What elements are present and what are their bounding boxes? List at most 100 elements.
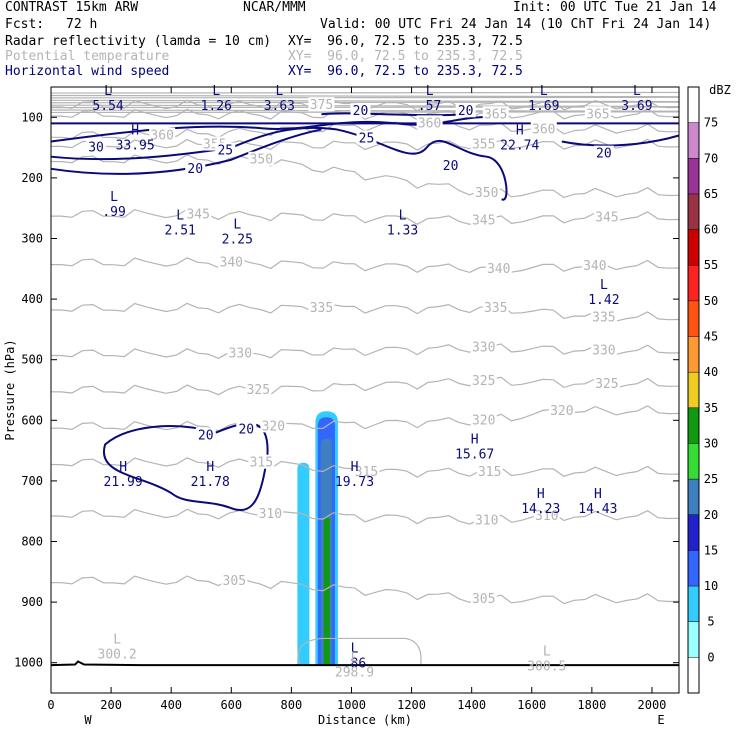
y-tick-label: 500: [21, 353, 43, 367]
wind-label: 20: [353, 104, 369, 119]
wind-label-bg: [350, 103, 371, 118]
theta-label-bg: [482, 300, 509, 315]
extremum-value: 5.54: [92, 99, 123, 114]
y-axis-title: Pressure (hPa): [3, 339, 17, 440]
colorbar-label: 15: [704, 543, 718, 557]
wind-label: 30: [88, 141, 104, 156]
field-xy-reflectivity: XY= 96.0, 72.5 to 235.3, 72.5: [288, 34, 523, 49]
wind-label: 20: [198, 428, 214, 443]
wind-label-bg: [455, 103, 476, 118]
theta-label-bg: [260, 418, 287, 433]
theta-isentrope: [51, 575, 680, 605]
extremum-value: 1.69: [528, 99, 559, 114]
theta-label-bg: [470, 591, 497, 606]
wind-label: 25: [217, 144, 233, 159]
extremum-marker: L: [233, 217, 241, 232]
y-tick-label: 1000: [14, 656, 43, 670]
y-tick-label: 300: [21, 232, 43, 246]
wind-label-bg: [440, 157, 461, 172]
extremum-marker: L: [275, 84, 283, 99]
extremum-marker: L: [351, 651, 359, 666]
field-name-reflectivity: Radar reflectivity (lamda = 10 cm): [5, 34, 272, 49]
extremum-marker: L: [212, 84, 220, 99]
extremum-value: 1.33: [387, 223, 418, 238]
theta-label: 305: [472, 592, 495, 607]
theta-label: 335: [310, 301, 333, 316]
field-xy-wind: XY= 96.0, 72.5 to 235.3, 72.5: [288, 64, 523, 79]
axes: 0 200 400 600 800 1000 1200 1400 1600 1800 2000 100…: [3, 86, 680, 727]
theta-label: 305: [223, 574, 246, 589]
extremum-marker: L: [113, 633, 121, 648]
wind-label-bg: [86, 139, 107, 154]
colorbar-label: 65: [704, 187, 718, 201]
colorbar-swatch: [688, 193, 699, 230]
theta-label-bg: [308, 300, 335, 315]
theta-label-bg: [149, 127, 176, 142]
theta-label: 345: [595, 210, 618, 225]
theta-label: 350: [475, 186, 498, 201]
x-tick-label: 2000: [638, 698, 667, 712]
extremum-value: 22.74: [500, 139, 539, 154]
theta-label-bg: [470, 372, 497, 387]
east-label: E: [657, 713, 664, 727]
colorbar-swatch: [688, 87, 699, 123]
theta-label: 325: [595, 377, 618, 392]
theta-label-bg: [470, 212, 497, 227]
theta-isentrope: [50, 101, 680, 104]
extremum-marker: L: [600, 278, 608, 293]
theta-label: 375: [310, 98, 333, 113]
field-name-theta: Potential temperature: [5, 49, 170, 64]
theta-label: 310: [535, 509, 558, 524]
theta-label-bg: [218, 254, 245, 269]
theta-label: 340: [220, 256, 243, 271]
theta-isentrope: [51, 257, 680, 274]
reflectivity-cell: [297, 462, 310, 666]
theta-label-bg: [245, 382, 272, 396]
theta-label-bg: [470, 412, 497, 427]
x-tick-label: 1400: [457, 698, 486, 712]
theta-label: 315: [478, 465, 501, 480]
theta-label: 350: [250, 153, 273, 168]
colorbar-label: 20: [704, 508, 718, 522]
colorbar-swatch: [688, 407, 699, 444]
extremum-marker: L: [351, 642, 359, 657]
theta-isentrope: [50, 376, 680, 396]
theta-label: 320: [472, 413, 495, 428]
theta-isentrope: [50, 96, 680, 99]
extremum-marker: H: [119, 460, 127, 475]
theta-isentrope: [297, 637, 422, 666]
x-axis-title: Distance (km): [318, 713, 412, 727]
theta-isentrope: [51, 208, 680, 225]
colorbar-swatch: [688, 336, 699, 373]
wind-label-bg: [593, 145, 614, 160]
valid-time: Valid: 00 UTC Fri 24 Jan 14 (10 ChT Fri …: [320, 17, 712, 32]
colorbar-label: 55: [704, 258, 718, 272]
colorbar-swatch: [688, 657, 699, 693]
extremum-marker: L: [104, 84, 112, 99]
theta-label-bg: [548, 403, 575, 418]
extremum-value: 14.23: [521, 502, 560, 517]
theta-label-bg: [473, 512, 500, 527]
theta-label-bg: [482, 106, 509, 121]
wind-label-bg: [356, 130, 377, 145]
extremum-value: 2.51: [165, 223, 196, 238]
theta-label-bg: [593, 209, 620, 224]
extremum-marker: H: [131, 124, 139, 139]
colorbar-swatch: [688, 229, 699, 266]
theta-label-bg: [473, 185, 500, 200]
theta-label-bg: [248, 454, 275, 469]
theta-label-bg: [248, 151, 275, 166]
theta-label: 365: [586, 107, 609, 122]
theta-label-bg: [590, 309, 617, 324]
x-tick-label: 400: [160, 698, 182, 712]
reflectivity-layer: [297, 411, 338, 666]
theta-label: 335: [592, 310, 615, 325]
theta-label-bg: [470, 339, 497, 354]
theta-label: 310: [259, 507, 282, 522]
extremum-value: 300.2: [98, 648, 137, 663]
theta-label-bg: [257, 506, 284, 521]
theta-label-bg: [308, 97, 335, 112]
theta-label: 325: [472, 374, 495, 389]
colorbar: 0 5 10 15 20 25 30 35 40 45 50 55 60 65 70 75 dBZ: [687, 83, 731, 694]
